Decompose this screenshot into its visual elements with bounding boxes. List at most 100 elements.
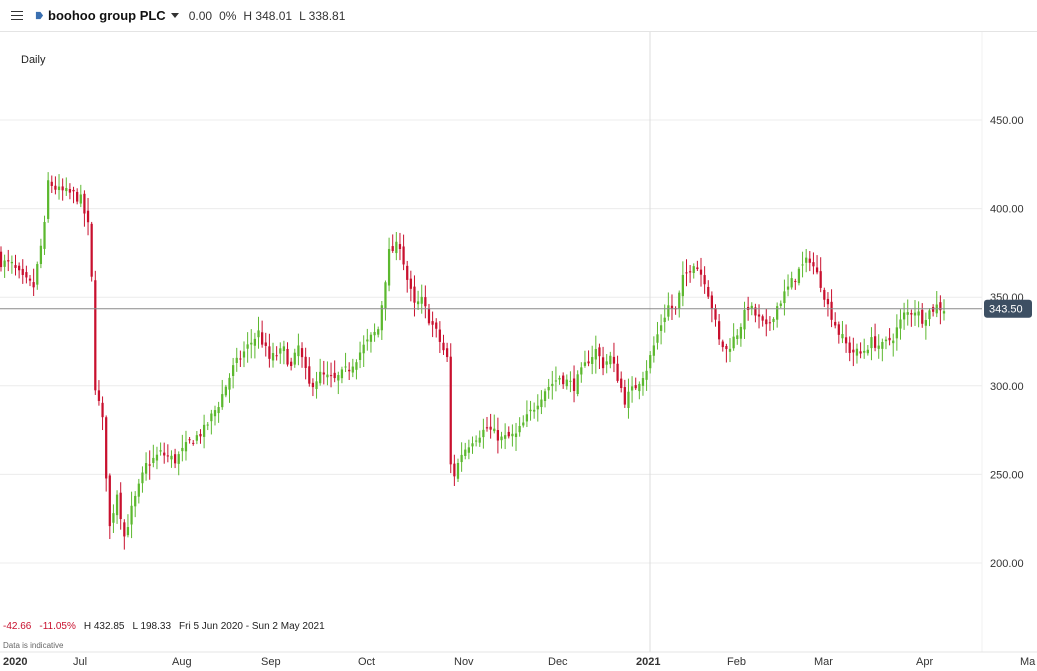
candle: [152, 444, 155, 468]
candle: [757, 304, 761, 329]
candle: [732, 323, 735, 351]
candle: [779, 300, 782, 309]
candle: [475, 435, 478, 447]
candle: [398, 232, 402, 261]
candle: [86, 197, 90, 236]
candle: [322, 360, 325, 385]
candle: [725, 343, 728, 363]
candle: [36, 261, 39, 290]
candle: [32, 268, 35, 297]
candle: [369, 332, 373, 353]
candle: [94, 270, 97, 395]
candle: [478, 430, 481, 447]
candle: [137, 478, 140, 504]
candle: [21, 259, 24, 284]
candle: [293, 348, 296, 368]
candle: [540, 390, 543, 415]
candle: [90, 221, 93, 282]
header-change: 0.00: [188, 8, 213, 23]
candle: [768, 316, 772, 331]
candle: [261, 320, 264, 348]
candle: [863, 338, 866, 359]
candle: [217, 401, 220, 423]
candle: [239, 350, 242, 367]
candle: [61, 178, 64, 201]
candle: [877, 334, 880, 359]
candle: [268, 333, 271, 368]
y-tick-label: 450.00: [990, 115, 1024, 127]
candle: [351, 358, 354, 378]
footer-change-pct: -11.05%: [39, 621, 76, 632]
candle: [765, 308, 768, 337]
candle: [899, 309, 902, 340]
candle: [917, 301, 920, 328]
candle: [837, 321, 840, 344]
candle: [467, 439, 470, 460]
candle: [123, 519, 126, 550]
candle: [507, 426, 510, 439]
candle: [895, 314, 898, 351]
candle: [337, 371, 340, 395]
candle: [173, 448, 177, 469]
x-tick-label: Oct: [358, 656, 375, 668]
candle: [10, 255, 14, 274]
candle: [514, 422, 518, 451]
candle: [311, 378, 315, 397]
header-high: H 348.01: [243, 8, 293, 23]
candle: [634, 377, 637, 390]
candle: [580, 362, 583, 383]
candle: [583, 350, 587, 368]
candle: [562, 372, 565, 389]
x-tick-label: Nov: [454, 656, 474, 668]
candle: [235, 347, 238, 372]
candle: [612, 342, 616, 373]
chevron-down-icon[interactable]: [170, 13, 179, 18]
candle: [431, 311, 434, 338]
candle: [141, 466, 144, 493]
x-tick-label: Jul: [73, 656, 87, 668]
current-price-label: 343.50: [989, 304, 1023, 316]
candle: [115, 490, 119, 524]
candle: [812, 252, 815, 275]
candle: [910, 309, 913, 327]
instrument-name[interactable]: boohoo group PLC: [48, 8, 166, 23]
candle: [678, 290, 681, 318]
candle: [83, 190, 86, 227]
chart-grid: [0, 32, 982, 652]
candle: [710, 291, 714, 323]
candle: [627, 378, 630, 419]
candle: [942, 299, 946, 321]
candle: [739, 323, 743, 347]
period-label[interactable]: Daily: [21, 54, 46, 66]
candle: [416, 290, 420, 310]
candle: [326, 361, 329, 386]
candle: [823, 287, 826, 308]
candle: [435, 318, 438, 338]
candle: [366, 328, 369, 351]
candle: [3, 254, 6, 278]
header-low: L 338.81: [299, 8, 346, 23]
candle: [290, 357, 293, 371]
candle: [101, 396, 104, 431]
candle: [395, 232, 398, 261]
x-tick-label: Apr: [916, 656, 933, 668]
candle: [906, 299, 909, 326]
x-tick-label: Mar: [814, 656, 833, 668]
candle: [79, 184, 82, 208]
candle: [329, 362, 333, 388]
candle: [271, 342, 275, 368]
hamburger-menu-icon[interactable]: [11, 10, 25, 21]
candle: [902, 302, 906, 330]
candle: [39, 238, 43, 269]
candle: [47, 172, 50, 223]
candle: [776, 302, 779, 328]
candle: [630, 376, 634, 403]
candle: [881, 338, 884, 362]
candle: [253, 332, 257, 359]
x-tick-label: 2020: [3, 656, 27, 668]
candle: [275, 346, 278, 361]
candle: [797, 266, 801, 286]
candle: [192, 440, 195, 446]
candle: [703, 266, 706, 294]
